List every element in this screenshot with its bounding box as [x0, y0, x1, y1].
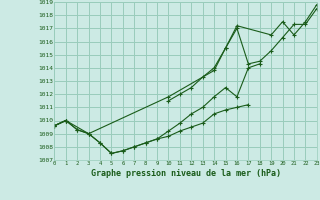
X-axis label: Graphe pression niveau de la mer (hPa): Graphe pression niveau de la mer (hPa) [91, 169, 281, 178]
